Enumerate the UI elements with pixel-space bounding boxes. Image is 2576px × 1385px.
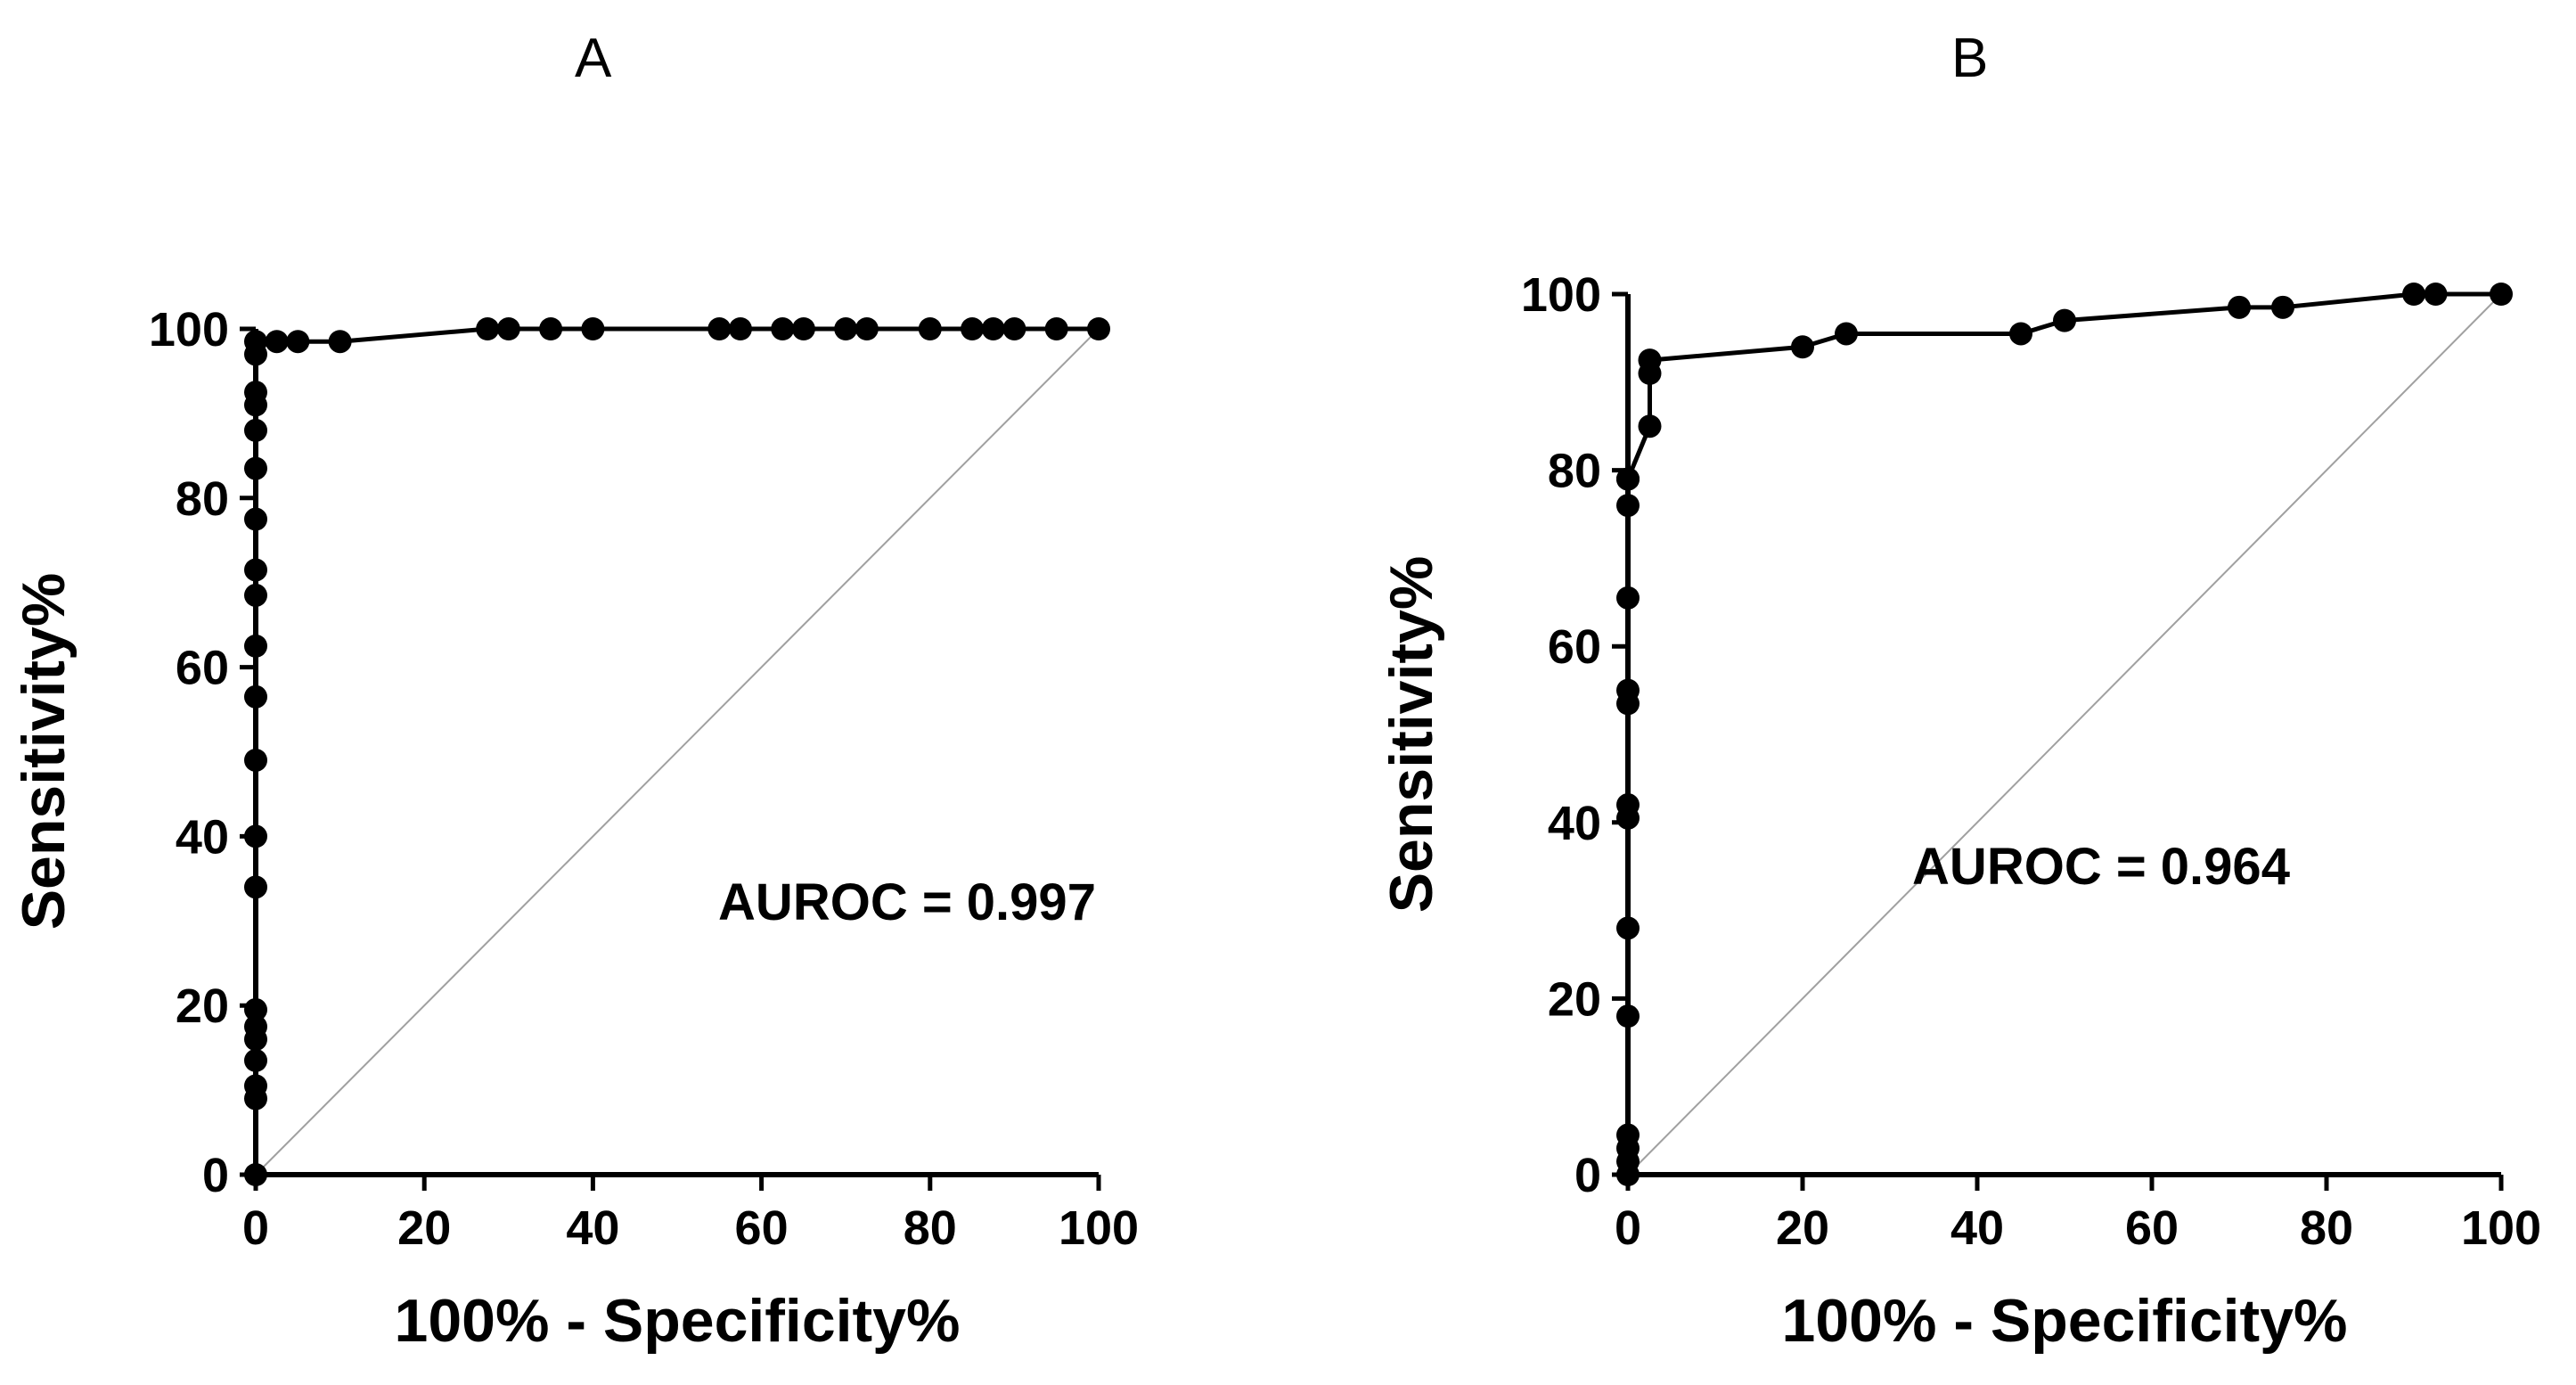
roc-point [244,634,267,658]
x-tick-label: 100 [2461,1201,2541,1255]
roc-panel-a: A 0 20 40 60 80 100 0 20 40 60 80 100 100% - Specifi… [0,0,1265,1385]
roc-point [1638,348,1662,373]
y-tick-label: 60 [176,642,229,695]
roc-point [581,317,605,340]
x-tick-label: 80 [2300,1201,2353,1255]
x-tick-label: 40 [1950,1201,2004,1255]
x-tick-label: 0 [242,1201,269,1255]
x-tick-label: 60 [735,1201,789,1255]
panel-label-a: A [575,28,612,89]
roc-point [1616,916,1640,940]
roc-point [834,317,858,340]
roc-point [539,317,563,340]
roc-point [244,1048,267,1072]
x-axis-title-a: 100% - Specificity% [395,1287,961,1355]
y-tick-label: 80 [176,472,229,526]
roc-point [1791,335,1814,359]
roc-point [1087,317,1110,340]
x-tick-label: 20 [1776,1201,1829,1255]
roc-point [2009,322,2032,346]
roc-point [855,317,879,340]
y-tick-label: 80 [1548,445,1601,498]
roc-point [476,317,500,340]
y-tick-label: 20 [1548,972,1601,1026]
y-tick-label: 0 [202,1149,229,1202]
roc-point [771,317,795,340]
roc-point [2271,295,2294,319]
roc-point [328,330,352,354]
roc-panel-b: B 0 20 40 60 80 100 0 20 40 60 80 100 100% - Specifi… [1292,0,2576,1385]
roc-point [1616,793,1640,817]
roc-point [791,317,815,340]
roc-point [981,317,1005,340]
roc-point [1616,1004,1640,1029]
roc-point [265,330,289,354]
roc-point [2424,283,2448,306]
x-tick-label: 80 [904,1201,957,1255]
y-tick-label: 40 [1548,797,1601,850]
roc-point [244,456,267,480]
roc-point [244,875,267,899]
roc-point [244,997,267,1021]
y-axis-title-a: Sensitivity% [10,573,78,930]
x-tick-label: 100 [1059,1201,1139,1255]
roc-chart-a: 0 20 40 60 80 100 0 20 40 60 80 100 100% - Specifici… [10,303,1139,1355]
y-axis-title-b: Sensitivity% [1378,556,1445,914]
y-tick-label: 20 [176,979,229,1033]
roc-point [1002,317,1026,340]
roc-point [707,317,732,340]
x-tick-label: 40 [566,1201,619,1255]
roc-point [1616,1123,1640,1147]
y-tick-label: 0 [1574,1149,1601,1202]
roc-point [2053,308,2076,332]
y-tick-label: 100 [149,303,229,356]
roc-point [244,824,267,848]
roc-point [961,317,985,340]
roc-point [1835,322,1858,346]
roc-point [1044,317,1068,340]
roc-point [1616,678,1640,702]
roc-point [244,684,267,709]
roc-point [1616,467,1640,491]
roc-point [1638,414,1662,438]
y-tick-label: 40 [176,810,229,864]
x-tick-label: 0 [1615,1201,1641,1255]
roc-point [2402,283,2425,306]
roc-point [244,507,267,531]
roc-chart-b: 0 20 40 60 80 100 0 20 40 60 80 100 100% - Specifici… [1378,268,2541,1355]
auroc-annotation-a: AUROC = 0.997 [718,873,1096,931]
x-axis-title-b: 100% - Specificity% [1782,1287,2348,1355]
roc-point [1616,494,1640,518]
roc-point [244,1074,267,1098]
roc-point [244,418,267,442]
y-tick-label: 60 [1548,620,1601,674]
roc-point [286,330,310,354]
y-tick-label: 100 [1521,268,1601,322]
panel-label-b: B [1951,28,1989,89]
roc-point [244,381,267,405]
roc-point [728,317,752,340]
roc-point [244,330,267,354]
roc-point [496,317,520,340]
roc-point [244,1014,267,1038]
roc-point [918,317,942,340]
roc-point [1616,586,1640,610]
roc-point [2490,283,2513,306]
x-tick-label: 60 [2125,1201,2179,1255]
reference-diagonal-a [255,328,1100,1176]
roc-point [2228,295,2251,319]
roc-point [244,1163,267,1186]
auroc-annotation-b: AUROC = 0.964 [1912,838,2290,896]
roc-point [244,748,267,772]
x-tick-label: 20 [397,1201,451,1255]
roc-point [244,583,267,607]
roc-point [244,558,267,582]
reference-diagonal-b [1627,293,2502,1176]
